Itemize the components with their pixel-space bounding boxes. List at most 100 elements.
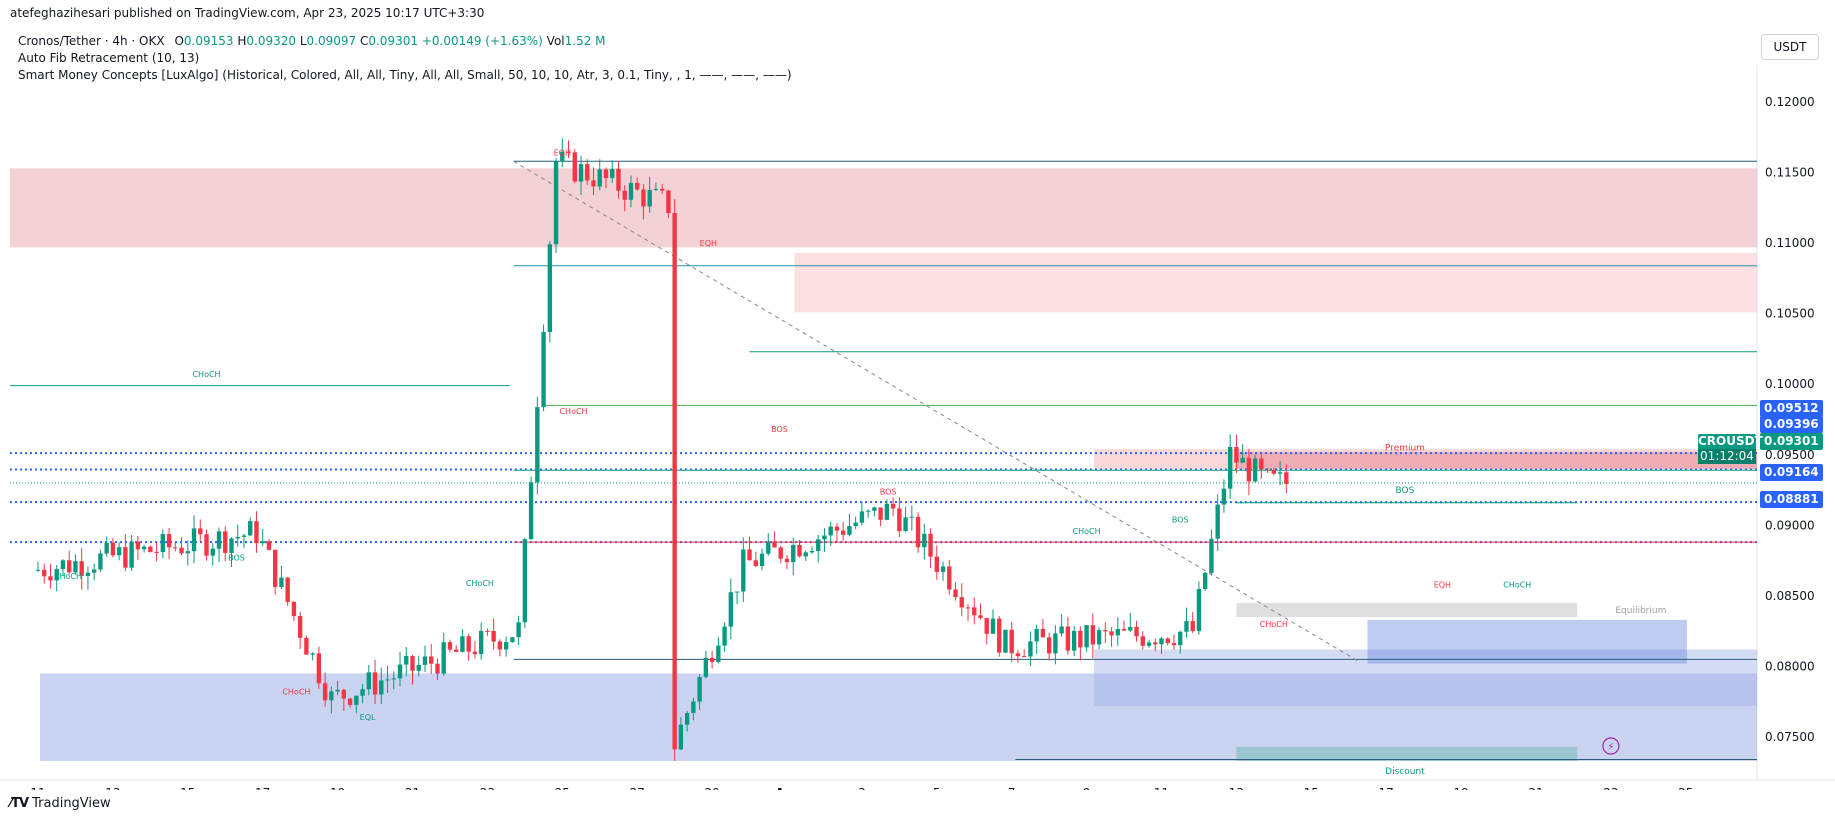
candle-body [391, 678, 396, 680]
candle-body [853, 522, 858, 527]
candle-body [672, 213, 677, 750]
volume-value: 1.52 M [564, 34, 606, 48]
candle-body [859, 511, 865, 523]
candle-body [379, 680, 384, 695]
x-tick-label: 3 [858, 786, 866, 790]
candle-body [429, 656, 434, 664]
open-value: 0.09153 [183, 34, 234, 48]
candle-body [223, 531, 228, 553]
candle-body [279, 577, 284, 587]
candle-body [185, 551, 190, 554]
eql-label: EQL [360, 713, 376, 722]
indicator-fib[interactable]: Auto Fib Retracement (10, 13) [18, 51, 200, 65]
candle-body [1009, 629, 1014, 654]
candle-body [591, 180, 596, 187]
candle-body [148, 546, 153, 552]
symbol-price-tag: CROUSDT 01:12:04 [1698, 434, 1763, 464]
candle-body [890, 503, 896, 509]
candle-body [953, 589, 958, 598]
tradingview-logo-icon: ⁄TV [10, 796, 29, 811]
candle-body [560, 151, 565, 162]
candle-body [959, 597, 964, 608]
candle-body [641, 189, 646, 207]
change-value: +0.00149 (+1.63%) [421, 34, 543, 48]
x-tick-label: 19 [330, 786, 345, 790]
candle-body [572, 152, 577, 182]
candle-body [466, 636, 471, 652]
candle-body [447, 642, 453, 650]
candle-body [734, 591, 740, 593]
candle-body [285, 577, 290, 602]
candle-body [772, 541, 777, 548]
candle-body [647, 189, 652, 207]
x-tick-label: 19 [1453, 786, 1468, 790]
candle-body [129, 541, 134, 568]
candle-body [1059, 626, 1064, 634]
candle-body [990, 618, 996, 634]
choch-label: CHoCH [559, 407, 587, 416]
symbol-name[interactable]: Cronos/Tether · 4h · OKX [18, 34, 165, 48]
candle-body [1271, 469, 1277, 474]
candle-body [684, 713, 690, 725]
y-tick-label: 0.12000 [1765, 95, 1815, 109]
candle-body [603, 169, 609, 179]
candle-body [404, 656, 409, 665]
candle-body [366, 672, 371, 690]
candle-body [1165, 638, 1170, 644]
currency-button[interactable]: USDT [1761, 34, 1819, 60]
candle-body [1015, 653, 1021, 657]
candle-body [897, 508, 902, 531]
candle-body [297, 615, 303, 638]
candle-body [865, 510, 871, 512]
price-tag-0.09396: 0.09396 [1760, 416, 1823, 433]
x-tick-label: 15 [180, 786, 195, 790]
indicator-smc[interactable]: Smart Money Concepts [LuxAlgo] (Historic… [18, 68, 792, 82]
candle-body [1040, 628, 1046, 638]
candle-body [1078, 630, 1083, 648]
candle-body [1196, 589, 1202, 632]
candle-body [322, 683, 328, 701]
candle-body [48, 576, 53, 581]
bos-label: BOS [880, 487, 897, 496]
x-tick-label: 13 [1229, 786, 1244, 790]
candle-body [578, 164, 584, 182]
choch-label: CHoCH [282, 688, 310, 697]
candle-body [541, 332, 546, 408]
candle-body [1053, 633, 1058, 654]
candle-body [422, 656, 428, 665]
candle-body [497, 641, 503, 650]
candle-body [803, 552, 808, 557]
candle-body [347, 698, 353, 705]
candle-body [478, 630, 484, 655]
choch-label: CHoCH [1073, 527, 1101, 536]
candle-body [1028, 641, 1033, 657]
candle-body [1190, 621, 1195, 632]
candle-body [116, 547, 122, 556]
candle-body [728, 592, 734, 627]
candle-body [1146, 642, 1152, 646]
eqh-label: EQH [554, 149, 571, 158]
candle-body [1246, 457, 1252, 482]
tradingview-brand[interactable]: ⁄TV TradingView [10, 796, 111, 811]
high-label: H [237, 34, 247, 48]
candle-body [822, 535, 827, 540]
candle-body [1203, 572, 1208, 590]
candle-body [784, 558, 790, 563]
candle-body [847, 526, 852, 535]
candle-body [216, 531, 222, 549]
candle-body [1284, 472, 1289, 484]
price-tag-0.09301: 0.09301 [1760, 433, 1823, 450]
y-tick-label: 0.10000 [1765, 377, 1815, 391]
candle-body [1234, 446, 1239, 463]
price-chart[interactable]: 0.12000 0.11500 0.11000 0.10500 0.10000 0.095… [0, 0, 1835, 790]
candle-body [597, 169, 602, 187]
candle-body [535, 407, 540, 483]
candle-body [67, 560, 72, 573]
candle-body [460, 636, 465, 652]
candle-body [410, 656, 415, 671]
candle-body [135, 541, 141, 550]
fib-trendline [513, 160, 1361, 663]
candle-body [503, 642, 509, 650]
candle-body [248, 521, 253, 536]
candle-body [666, 190, 671, 214]
